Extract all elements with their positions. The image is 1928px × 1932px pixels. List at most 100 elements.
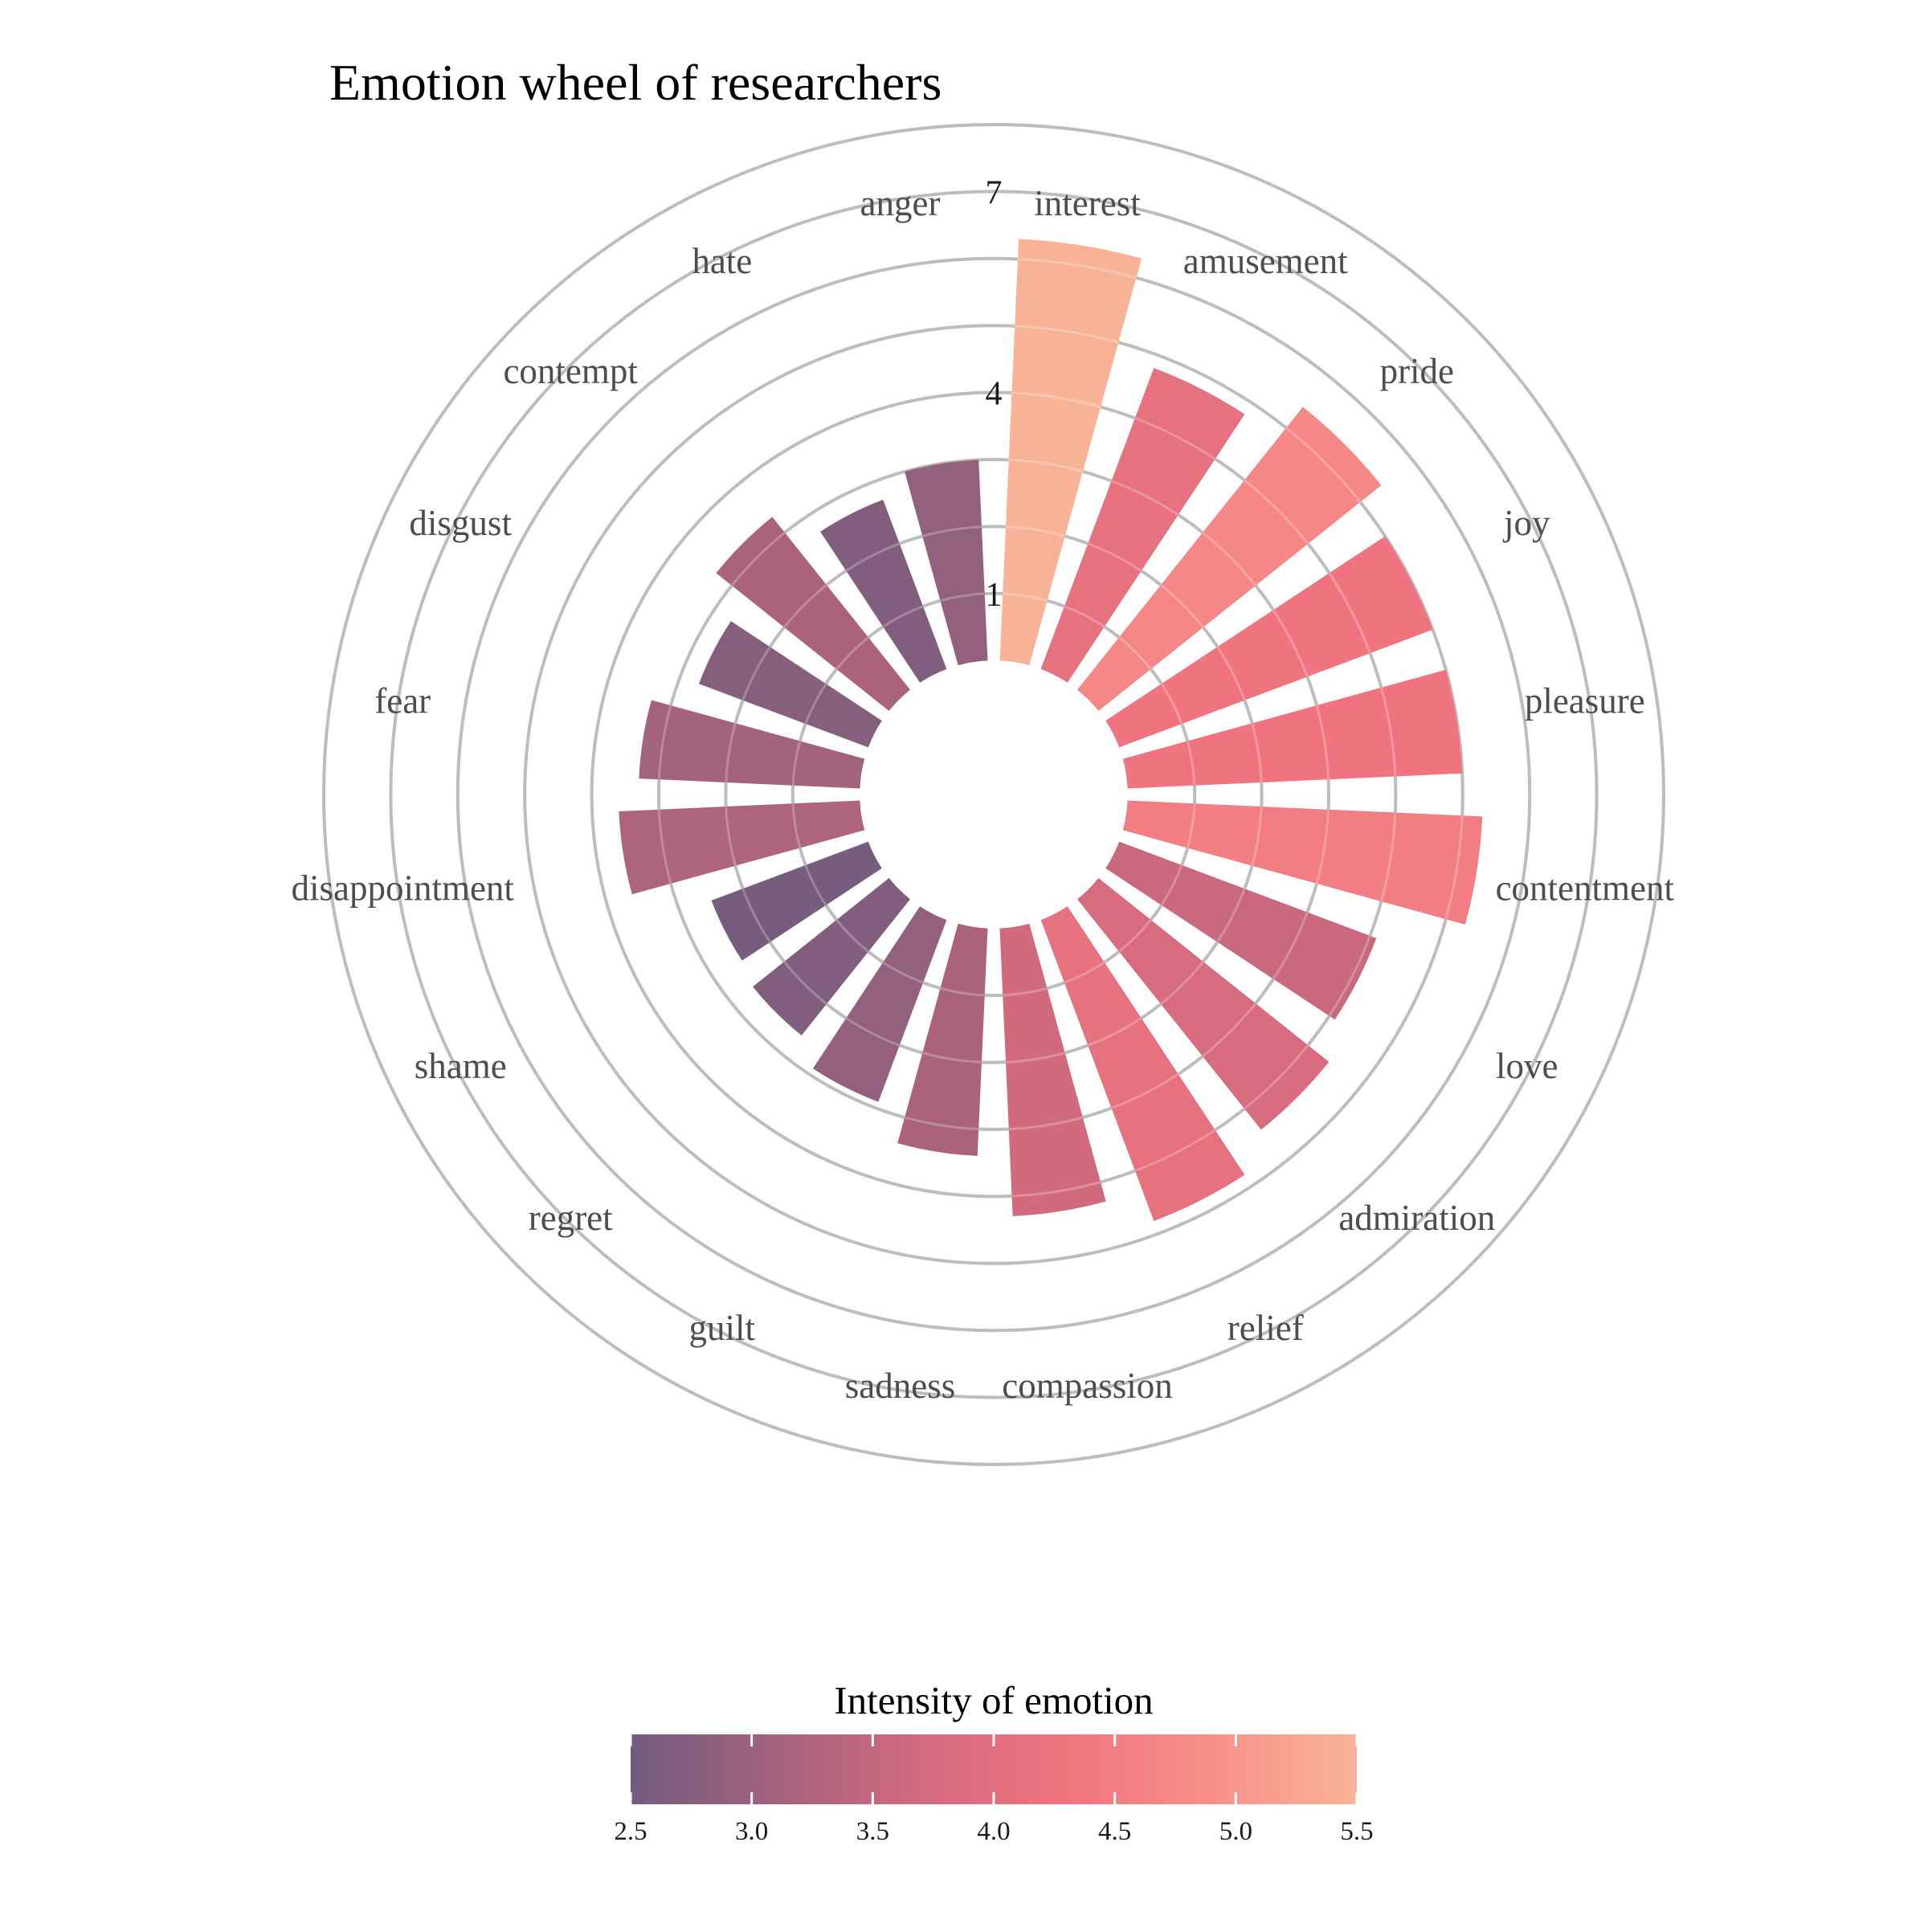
grid-overlay <box>1134 417 1216 460</box>
grid-overlay <box>835 636 869 670</box>
grid-overlay <box>882 961 924 984</box>
colorbar-tick-label-4.5: 4.5 <box>1098 1817 1131 1846</box>
bar-admiration <box>1077 878 1330 1130</box>
bar-group <box>619 239 1483 1221</box>
grid-overlay <box>1118 919 1152 953</box>
grid-overlay <box>730 531 786 586</box>
grid-circle <box>657 458 1330 1131</box>
colorbar-ticks: 2.5 3.0 3.5 4.0 4.5 5.0 5.5 <box>614 1734 1374 1846</box>
grid-overlay <box>1005 1052 1066 1064</box>
category-label-interest: interest <box>1034 183 1141 223</box>
grid-overlay <box>725 806 737 867</box>
grid-overlay <box>791 741 802 786</box>
grid-overlay <box>1064 961 1105 984</box>
colorbar-tick-label-3.5: 3.5 <box>856 1817 889 1846</box>
bar-guilt <box>812 906 947 1102</box>
grid-circle <box>590 390 1398 1199</box>
grid-overlay <box>1160 683 1183 725</box>
grid-overlay <box>804 683 827 725</box>
grid-overlay <box>1005 525 1066 537</box>
grid-overlay <box>1251 722 1263 783</box>
grid-overlay <box>1315 705 1330 780</box>
category-label-contempt: contempt <box>503 351 638 391</box>
grid-overlay <box>1087 1017 1142 1047</box>
bar-sadness <box>897 923 988 1156</box>
category-label-anger: anger <box>860 183 941 223</box>
polar-grid <box>322 123 1665 1466</box>
grid-overlay <box>1272 912 1309 980</box>
category-label-compassion: compassion <box>1002 1366 1172 1406</box>
bar-love <box>1105 841 1377 1020</box>
bar-regret <box>753 878 910 1035</box>
category-labels: interest amusement pride joy pleasure content… <box>291 183 1674 1406</box>
colorbar-tick-label-4.0: 4.0 <box>977 1817 1010 1846</box>
colorbar-tick-label-3.0: 3.0 <box>735 1817 768 1846</box>
colorbar-tick-label-5.5: 5.5 <box>1340 1817 1373 1846</box>
grid-circle <box>724 525 1264 1064</box>
bar-joy <box>1105 536 1433 748</box>
grid-overlay <box>1379 687 1397 777</box>
bar-disappointment <box>619 800 865 895</box>
grid-overlay <box>657 705 672 780</box>
grid-overlay <box>845 1017 901 1047</box>
grid-overlay <box>1379 812 1397 902</box>
grid-overlay <box>725 722 737 783</box>
category-label-contentment: contentment <box>1496 868 1675 909</box>
category-label-regret: regret <box>529 1198 613 1238</box>
grid-overlay <box>1315 809 1330 884</box>
category-label-joy: joy <box>1502 503 1550 543</box>
category-label-admiration: admiration <box>1338 1198 1495 1238</box>
radial-tick-7: 7 <box>986 174 1003 211</box>
grid-overlay <box>783 961 827 1005</box>
bar-amusement <box>1040 368 1245 683</box>
grid-overlay <box>1064 605 1105 628</box>
category-label-amusement: amusement <box>1183 241 1348 281</box>
category-label-shame: shame <box>415 1046 507 1086</box>
grid-overlay <box>791 803 802 848</box>
radial-tick-labels: 1 4 7 <box>986 174 1003 613</box>
colorbar-tick-label-5.0: 5.0 <box>1219 1817 1252 1846</box>
grid-overlay <box>1328 935 1371 1017</box>
grid-overlay <box>1328 572 1371 654</box>
bar-compassion <box>999 923 1106 1216</box>
grid-overlay <box>1186 741 1196 786</box>
category-label-fear: fear <box>374 681 431 721</box>
grid-overlay <box>940 986 985 997</box>
grid-overlay <box>741 888 771 943</box>
bar-pleasure <box>1122 669 1463 789</box>
grid-overlay <box>882 605 924 628</box>
grid-overlay <box>1186 803 1196 848</box>
grid-circle <box>389 190 1599 1399</box>
grid-overlay <box>1202 531 1257 586</box>
grid-overlay <box>1087 542 1142 572</box>
grid-overlay <box>1134 1129 1216 1172</box>
category-label-hate: hate <box>692 241 752 281</box>
bar-fear <box>639 700 865 789</box>
grid-circle <box>322 123 1665 1466</box>
grid-overlay <box>921 1052 982 1064</box>
grid-circle <box>523 324 1464 1265</box>
grid-overlay <box>1111 480 1179 517</box>
grid-overlay <box>1003 592 1048 602</box>
grid-overlay <box>921 525 982 537</box>
bar-disgust <box>699 621 882 748</box>
grid-overlay <box>1285 427 1362 503</box>
grid-overlay <box>1011 391 1101 409</box>
grid-overlay <box>845 542 901 572</box>
grid-overlay <box>657 809 672 884</box>
bar-shame <box>711 841 882 961</box>
category-label-guilt: guilt <box>689 1308 756 1348</box>
grid-overlay <box>1216 646 1246 701</box>
grid-overlay <box>1008 1116 1084 1131</box>
grid-circle <box>790 591 1197 998</box>
chart-title: Emotion wheel of researchers <box>329 54 942 111</box>
grid-overlay <box>1011 1180 1101 1198</box>
grid-overlay <box>1160 584 1204 628</box>
grid-overlay <box>904 1116 979 1131</box>
grid-overlay <box>1272 609 1309 677</box>
grid-overlay <box>1216 888 1246 943</box>
colorbar-title: Intensity of emotion <box>834 1678 1153 1722</box>
bar-contentment <box>1122 800 1483 925</box>
